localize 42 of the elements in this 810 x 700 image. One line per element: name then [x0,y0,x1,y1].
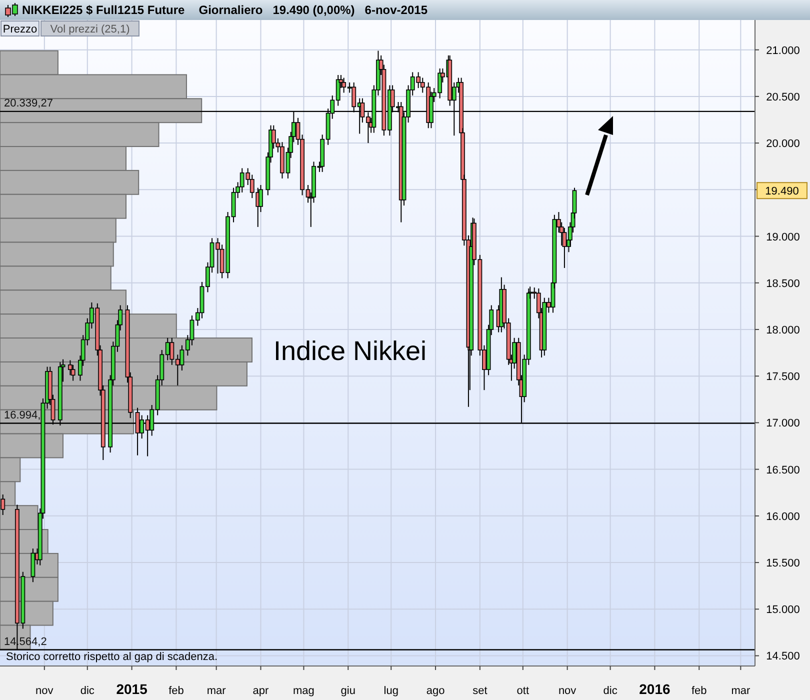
y-tick-label: 18.500 [766,278,800,290]
y-tick-label: 17.500 [766,371,800,384]
annotation: Indice Nikkei [273,336,427,366]
x-tick-label: dic [603,685,618,697]
y-tick-label: 14.500 [766,650,800,663]
x-tick-label: nov [558,685,577,697]
x-tick-label: mar [731,685,750,697]
chart-title: Vol prezzi (25,1) [50,24,130,36]
x-tick-label: feb [168,685,184,697]
x-tick-label: 2015 [116,681,148,697]
ref-line-label: 16.994, [4,409,41,422]
x-tick-label: apr [252,685,270,697]
y-tick-label: 21.000 [766,44,800,57]
y-tick-label: 20.000 [766,138,800,150]
annotation: Prezzo [2,24,38,36]
y-tick-label: 18.000 [766,324,800,336]
ref-line-label: 20.339,27 [4,97,53,110]
x-tick-label: feb [691,685,707,697]
y-tick-label: 17.000 [766,418,800,430]
x-tick-label: giu [340,685,356,697]
y-tick-label: 20.500 [766,91,800,104]
candlestick [0,494,6,516]
chart-title: NIKKEI225 $ Full1215 Future [22,3,185,17]
y-tick-label: 15.000 [766,604,800,616]
x-tick-label: dic [80,685,95,697]
y-tick-label: 19.000 [766,231,800,244]
y-tick-label: 16.500 [766,464,800,476]
text: 19.490 [765,186,799,198]
x-tick-label: lug [384,685,398,697]
x-tick-label: ott [516,685,530,697]
y-tick-label: 15.500 [766,558,800,570]
y-tick-label: 16.000 [766,510,800,523]
x-tick-label: mag [293,685,314,697]
x-tick-label: set [472,685,488,697]
chart-subtitle: Giornaliero 19.490 (0,00%) 6-nov-2015 [198,3,428,17]
x-tick-label: nov [36,685,54,697]
candlestick [70,364,76,382]
x-tick-label: mar [206,685,226,697]
x-tick-label: 2016 [639,681,670,697]
annotation: Storico corretto rispetto al gap di scadenza. [6,651,218,663]
x-tick-label: ago [426,685,445,697]
candlestick [30,548,36,583]
